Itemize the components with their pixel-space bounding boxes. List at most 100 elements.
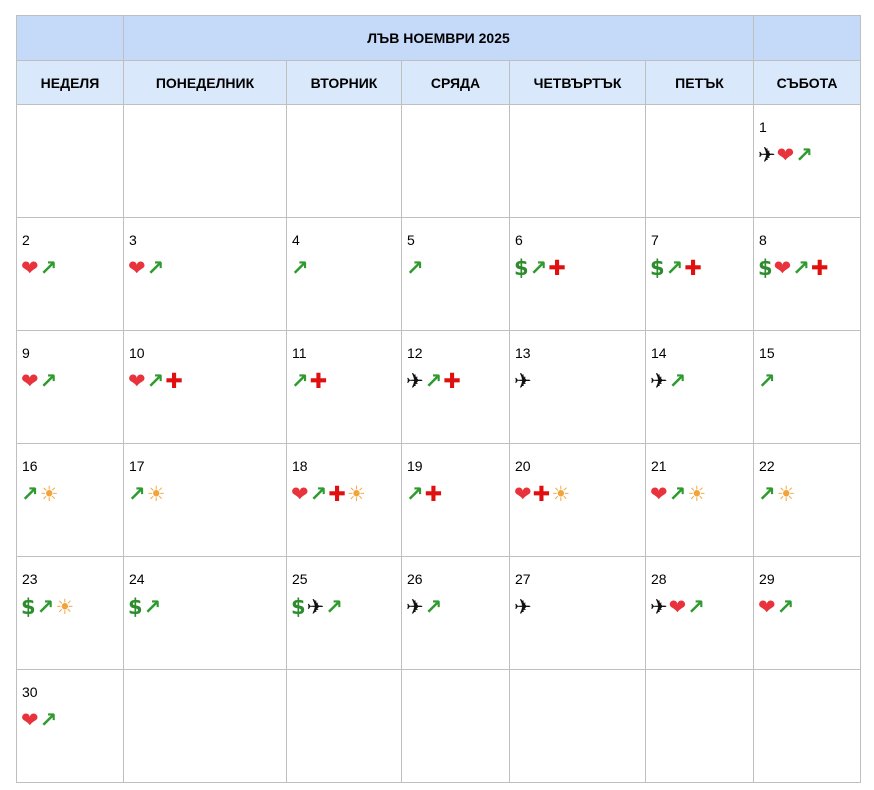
icon: ↗ (128, 482, 146, 506)
day-cell: 26 ✈↗ (401, 556, 510, 670)
day-icons: $↗✚ (650, 256, 753, 280)
day-number: 21 (651, 458, 667, 474)
day-cell: 27 ✈ (509, 556, 646, 670)
day-cell: 24 $↗ (123, 556, 287, 670)
icon: ✚ (684, 256, 702, 280)
icon: $ (291, 595, 306, 619)
day-cell (644, 669, 755, 783)
icon: ✈ (514, 595, 532, 619)
icon: ✈ (650, 595, 668, 619)
icon: $ (758, 256, 773, 280)
day-cell: 13 ✈ (509, 330, 646, 444)
day-cell: 2 ❤↗ (16, 217, 124, 331)
icon: ✚ (309, 369, 328, 393)
icon: ✚ (424, 482, 443, 506)
icon: ↗ (792, 256, 810, 280)
title-row: ЛЪВ НОЕМВРИ 2025 (16, 15, 862, 61)
day-cell: 12 ✈↗✚ (401, 330, 510, 444)
icon: ✈ (306, 595, 325, 619)
day-icons: ✈↗ (650, 369, 753, 393)
icon: ❤ (668, 595, 687, 619)
day-cell (286, 669, 402, 783)
icon: ↗ (39, 369, 58, 393)
day-number: 26 (407, 571, 423, 587)
day-cell: 22 ↗☀ (753, 443, 862, 557)
day-cell: 28 ✈❤↗ (644, 556, 755, 670)
icon: ↗ (758, 482, 776, 506)
icon: ↗ (665, 256, 684, 280)
icon: ↗ (668, 482, 687, 506)
icon: ☀ (346, 482, 366, 506)
icon: ↗ (291, 369, 309, 393)
day-cell: 11 ↗✚ (286, 330, 402, 444)
day-number: 6 (515, 232, 523, 248)
icon: ❤ (773, 256, 792, 280)
day-icons: ↗☀ (758, 482, 860, 506)
day-icons: ↗ (406, 256, 509, 280)
day-icons: ❤↗☀ (650, 482, 753, 506)
icon: ↗ (39, 708, 58, 732)
day-cell: 15 ↗ (753, 330, 862, 444)
day-cell (16, 104, 124, 218)
day-cell (509, 104, 646, 218)
day-number: 20 (515, 458, 531, 474)
day-number: 7 (651, 232, 659, 248)
icon: ✚ (443, 369, 461, 393)
weekday-header: ВТОРНИК (286, 60, 402, 105)
day-icons: ✈↗ (406, 595, 509, 619)
icon: ↗ (795, 143, 813, 167)
weekday-header: ЧЕТВЪРТЪК (509, 60, 646, 105)
day-icons: $↗✚ (514, 256, 645, 280)
blank-header (753, 15, 862, 61)
day-number: 19 (407, 458, 423, 474)
day-number: 30 (22, 684, 38, 700)
icon: ❤ (776, 143, 795, 167)
weekday-row: НЕДЕЛЯ ПОНЕДЕЛНИК ВТОРНИК СРЯДА ЧЕТВЪРТЪК ПЕТ… (16, 60, 862, 105)
day-cell (644, 104, 755, 218)
week-row: 23 $↗☀ 24 $↗ 25 $✈↗ 26 ✈↗ 27 ✈ 28 ✈❤↗ 29 ❤↗ (16, 556, 862, 670)
day-cell: 29 ❤↗ (753, 556, 862, 670)
icon: ❤ (21, 708, 39, 732)
icon: ☀ (687, 482, 707, 506)
weekday-header: СРЯДА (401, 60, 510, 105)
day-icons: ✈ (514, 369, 645, 393)
week-row: 1 ✈❤↗ (16, 104, 862, 218)
icon: ❤ (21, 369, 39, 393)
icon: ✚ (548, 256, 566, 280)
day-number: 17 (129, 458, 145, 474)
day-number: 12 (407, 345, 423, 361)
icon: ☀ (55, 595, 75, 619)
day-cell (401, 104, 510, 218)
day-number: 4 (292, 232, 300, 248)
day-icons: ↗☀ (128, 482, 286, 506)
icon: ❤ (514, 482, 532, 506)
day-number: 3 (129, 232, 137, 248)
day-cell: 7 $↗✚ (644, 217, 755, 331)
day-cell: 30 ❤↗ (16, 669, 124, 783)
day-number: 1 (759, 119, 767, 135)
week-row: 9 ❤↗ 10 ❤↗✚ 11 ↗✚ 12 ✈↗✚ 13 ✈ 14 ✈↗ 15 ↗ (16, 330, 862, 444)
day-cell: 10 ❤↗✚ (123, 330, 287, 444)
day-cell: 23 $↗☀ (16, 556, 124, 670)
icon: $ (650, 256, 665, 280)
icon: $ (21, 595, 36, 619)
day-icons: ❤↗✚☀ (291, 482, 401, 506)
week-row: 30 ❤↗ (16, 669, 862, 783)
icon: ↗ (406, 256, 424, 280)
icon: ↗ (36, 595, 55, 619)
weeks: 1 ✈❤↗ 2 ❤↗ 3 ❤↗ 4 ↗ 5 ↗ 6 $↗✚ 7 $↗✚ 8 $❤↗✚ 9 ❤↗ 10 ❤↗✚ 11 ↗✚ 1… (16, 104, 862, 783)
day-icons: ✈↗✚ (406, 369, 509, 393)
day-icons: ↗✚ (291, 369, 401, 393)
day-cell (123, 104, 287, 218)
icon: $ (514, 256, 529, 280)
day-number: 8 (759, 232, 767, 248)
icon: ↗ (529, 256, 548, 280)
day-number: 15 (759, 345, 775, 361)
icon: ↗ (424, 595, 443, 619)
day-cell (509, 669, 646, 783)
day-icons: $✈↗ (291, 595, 401, 619)
day-cell: 6 $↗✚ (509, 217, 646, 331)
day-icons: ❤↗ (128, 256, 286, 280)
icon: ✈ (514, 369, 532, 393)
